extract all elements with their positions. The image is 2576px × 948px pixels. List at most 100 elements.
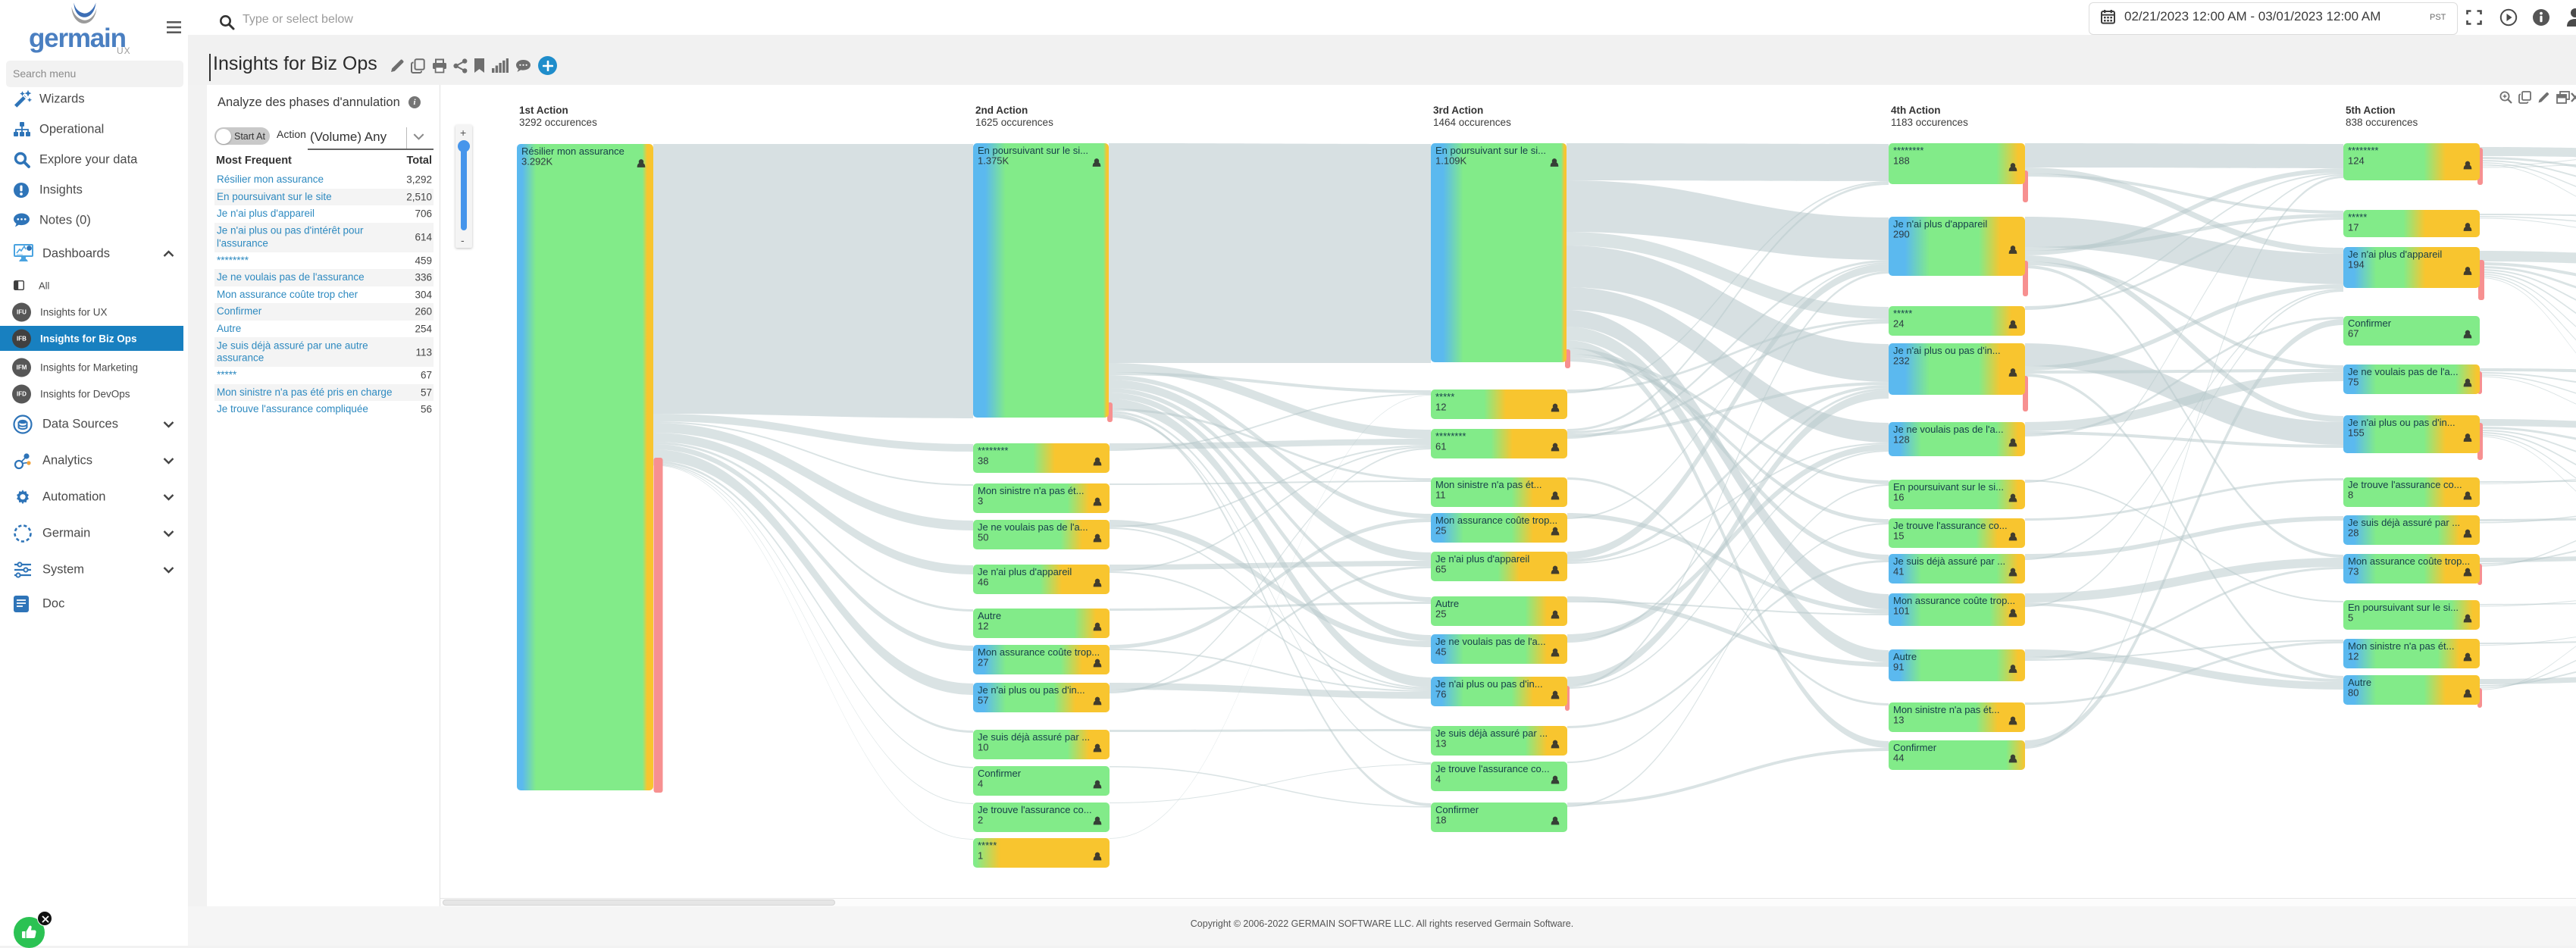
svg-text:Autre: Autre [1435, 598, 1459, 609]
svg-text:12: 12 [978, 621, 988, 632]
svg-text:Je ne voulais pas de l'a...: Je ne voulais pas de l'a... [1435, 636, 1546, 647]
svg-text:75: 75 [2348, 377, 2358, 388]
svg-text:1.375K: 1.375K [978, 155, 1009, 167]
svg-text:Mon assurance coûte trop...: Mon assurance coûte trop... [2348, 555, 2470, 567]
svg-text:Autre: Autre [2348, 677, 2371, 688]
svg-text:Confirmer: Confirmer [978, 768, 1022, 779]
svg-text:80: 80 [2348, 687, 2358, 699]
svg-text:76: 76 [1435, 689, 1446, 700]
svg-text:*****: ***** [1435, 391, 1454, 402]
svg-text:Je trouve l'assurance co...: Je trouve l'assurance co... [1893, 520, 2008, 531]
svg-text:Mon sinistre n'a pas ét...: Mon sinistre n'a pas ét... [978, 485, 1085, 496]
svg-text:Je n'ai plus ou pas d'in...: Je n'ai plus ou pas d'in... [2348, 417, 2455, 428]
svg-text:Autre: Autre [978, 610, 1001, 621]
svg-text:12: 12 [1435, 402, 1446, 413]
svg-text:13: 13 [1435, 738, 1446, 749]
svg-text:1464 occurences: 1464 occurences [1433, 117, 1511, 128]
svg-text:Je trouve l'assurance co...: Je trouve l'assurance co... [1435, 763, 1550, 774]
svg-text:*****: ***** [1893, 308, 1912, 319]
svg-text:En poursuivant sur le si...: En poursuivant sur le si... [1893, 481, 2004, 493]
svg-text:********: ******** [1893, 145, 1923, 156]
svg-text:45: 45 [1435, 646, 1446, 658]
svg-text:24: 24 [1893, 318, 1904, 330]
svg-text:*****: ***** [978, 840, 997, 851]
svg-text:Je n'ai plus ou pas d'in...: Je n'ai plus ou pas d'in... [1893, 345, 2001, 356]
svg-text:Je suis déjà assuré par ...: Je suis déjà assuré par ... [1893, 555, 2005, 567]
svg-text:Je n'ai plus d'appareil: Je n'ai plus d'appareil [2348, 249, 2442, 260]
svg-text:91: 91 [1893, 662, 1904, 673]
svg-text:Je ne voulais pas de l'a...: Je ne voulais pas de l'a... [1893, 424, 2004, 435]
svg-text:124: 124 [2348, 155, 2365, 167]
svg-text:28: 28 [2348, 527, 2358, 539]
svg-text:4: 4 [1435, 774, 1441, 785]
svg-text:Je suis déjà assuré par ...: Je suis déjà assuré par ... [2348, 517, 2460, 528]
svg-text:Mon sinistre n'a pas ét...: Mon sinistre n'a pas ét... [2348, 640, 2455, 652]
svg-text:Je n'ai plus ou pas d'in...: Je n'ai plus ou pas d'in... [1435, 678, 1543, 690]
svg-text:Je suis déjà assuré par ...: Je suis déjà assuré par ... [978, 731, 1090, 743]
svg-text:4th Action: 4th Action [1891, 105, 1941, 116]
svg-text:Je suis déjà assuré par ...: Je suis déjà assuré par ... [1435, 727, 1548, 739]
svg-text:50: 50 [978, 532, 988, 543]
svg-text:10: 10 [978, 742, 988, 753]
svg-text:188: 188 [1893, 155, 1910, 167]
svg-text:2: 2 [978, 815, 983, 826]
svg-text:61: 61 [1435, 441, 1446, 452]
svg-text:101: 101 [1893, 605, 1910, 617]
svg-text:En poursuivant sur le si...: En poursuivant sur le si... [978, 145, 1088, 156]
svg-text:En poursuivant sur le si...: En poursuivant sur le si... [2348, 602, 2459, 613]
svg-text:11: 11 [1435, 490, 1446, 501]
svg-text:Mon assurance coûte trop...: Mon assurance coûte trop... [1893, 595, 2015, 606]
svg-text:17: 17 [2348, 222, 2358, 233]
svg-text:16: 16 [1893, 492, 1904, 503]
svg-text:Confirmer: Confirmer [1435, 804, 1479, 815]
svg-text:65: 65 [1435, 564, 1446, 575]
svg-text:1: 1 [978, 850, 983, 862]
svg-text:128: 128 [1893, 434, 1910, 446]
svg-text:3292 occurences: 3292 occurences [519, 117, 597, 128]
svg-text:5th Action: 5th Action [2346, 105, 2396, 116]
svg-text:232: 232 [1893, 355, 1910, 367]
svg-text:*****: ***** [2348, 211, 2367, 223]
svg-text:Je n'ai plus d'appareil: Je n'ai plus d'appareil [1893, 218, 1987, 230]
svg-text:Je trouve l'assurance co...: Je trouve l'assurance co... [2348, 479, 2462, 490]
svg-text:********: ******** [2348, 145, 2378, 156]
svg-text:Autre: Autre [1893, 651, 1917, 662]
svg-text:57: 57 [978, 695, 988, 706]
svg-text:25: 25 [1435, 609, 1446, 620]
svg-text:En poursuivant sur le si...: En poursuivant sur le si... [1435, 145, 1546, 156]
svg-text:Je ne voulais pas de l'a...: Je ne voulais pas de l'a... [2348, 366, 2459, 377]
svg-text:********: ******** [978, 445, 1008, 456]
svg-text:Résilier mon assurance: Résilier mon assurance [521, 145, 624, 157]
svg-text:5: 5 [2348, 612, 2353, 624]
svg-text:41: 41 [1893, 566, 1904, 577]
svg-text:46: 46 [978, 577, 988, 588]
svg-text:194: 194 [2348, 259, 2365, 271]
svg-text:67: 67 [2348, 328, 2358, 339]
svg-text:Je ne voulais pas de l'a...: Je ne voulais pas de l'a... [978, 521, 1088, 533]
svg-text:3: 3 [978, 496, 983, 507]
svg-text:Mon sinistre n'a pas ét...: Mon sinistre n'a pas ét... [1435, 479, 1542, 490]
svg-text:838 occurences: 838 occurences [2346, 117, 2418, 128]
svg-text:25: 25 [1435, 525, 1446, 537]
svg-text:4: 4 [978, 778, 983, 790]
svg-text:12: 12 [2348, 651, 2358, 662]
svg-text:155: 155 [2348, 427, 2365, 439]
svg-text:18: 18 [1435, 815, 1446, 826]
svg-text:Je n'ai plus d'appareil: Je n'ai plus d'appareil [978, 566, 1072, 577]
svg-text:44: 44 [1893, 752, 1904, 764]
svg-text:27: 27 [978, 657, 988, 668]
svg-text:3.292K: 3.292K [521, 156, 553, 167]
svg-text:Je n'ai plus d'appareil: Je n'ai plus d'appareil [1435, 553, 1529, 565]
svg-text:1st Action: 1st Action [519, 105, 568, 116]
svg-text:Confirmer: Confirmer [2348, 318, 2392, 329]
svg-text:Je n'ai plus ou pas d'in...: Je n'ai plus ou pas d'in... [978, 684, 1085, 696]
svg-text:13: 13 [1893, 715, 1904, 726]
svg-text:1.109K: 1.109K [1435, 155, 1467, 167]
svg-text:Confirmer: Confirmer [1893, 742, 1937, 753]
svg-text:Mon assurance coûte trop...: Mon assurance coûte trop... [978, 646, 1100, 658]
svg-text:********: ******** [1435, 430, 1466, 442]
svg-text:3rd Action: 3rd Action [1433, 105, 1483, 116]
svg-text:1183 occurences: 1183 occurences [1891, 117, 1968, 128]
svg-text:2nd Action: 2nd Action [975, 105, 1028, 116]
svg-text:73: 73 [2348, 566, 2358, 577]
